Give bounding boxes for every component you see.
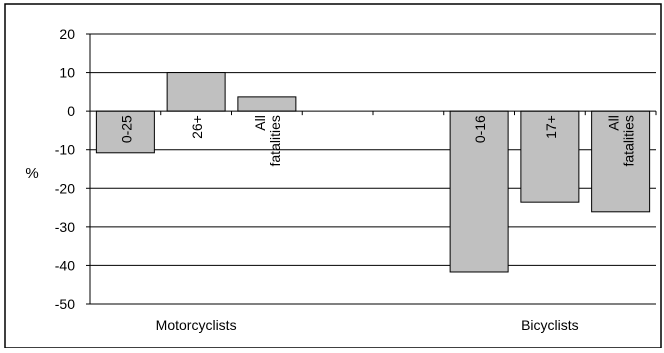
zero-layer bbox=[89, 110, 657, 116]
y-tick-label: 20 bbox=[59, 26, 75, 42]
bar bbox=[166, 72, 226, 112]
bar bbox=[237, 96, 297, 112]
bar-label-layer: 0-25 26+ Allfatalities 0-16 17+ Allfatalities bbox=[118, 115, 636, 167]
group-label-layer: Motorcyclists Bicyclists bbox=[156, 317, 579, 333]
bar-category-label: 0-16 bbox=[472, 115, 488, 143]
y-axis-label: % bbox=[25, 165, 38, 182]
bar-category-label: 26+ bbox=[189, 115, 205, 139]
y-tick-label: -10 bbox=[55, 142, 75, 158]
bar-category-label: Allfatalities bbox=[252, 115, 283, 166]
bar-layer bbox=[95, 72, 651, 273]
bar bbox=[591, 110, 651, 213]
bar bbox=[520, 110, 580, 203]
bar-category-label: 17+ bbox=[543, 115, 559, 139]
group-label: Bicyclists bbox=[521, 317, 579, 333]
y-tick-label: -40 bbox=[55, 257, 75, 273]
bar bbox=[95, 110, 155, 154]
y-tick-label: 10 bbox=[59, 65, 75, 81]
y-tick-label: -20 bbox=[55, 180, 75, 196]
bar-category-label: 0-25 bbox=[118, 115, 134, 143]
group-label: Motorcyclists bbox=[156, 317, 237, 333]
y-tick-label: -50 bbox=[55, 296, 75, 312]
y-tick-layer: 20 10 0 -10 -20 -30 -40 -50 bbox=[55, 26, 90, 312]
y-tick-label: -30 bbox=[55, 219, 75, 235]
bar-category-label: Allfatalities bbox=[606, 115, 637, 166]
y-tick-label: 0 bbox=[67, 103, 75, 119]
bar bbox=[449, 110, 509, 273]
